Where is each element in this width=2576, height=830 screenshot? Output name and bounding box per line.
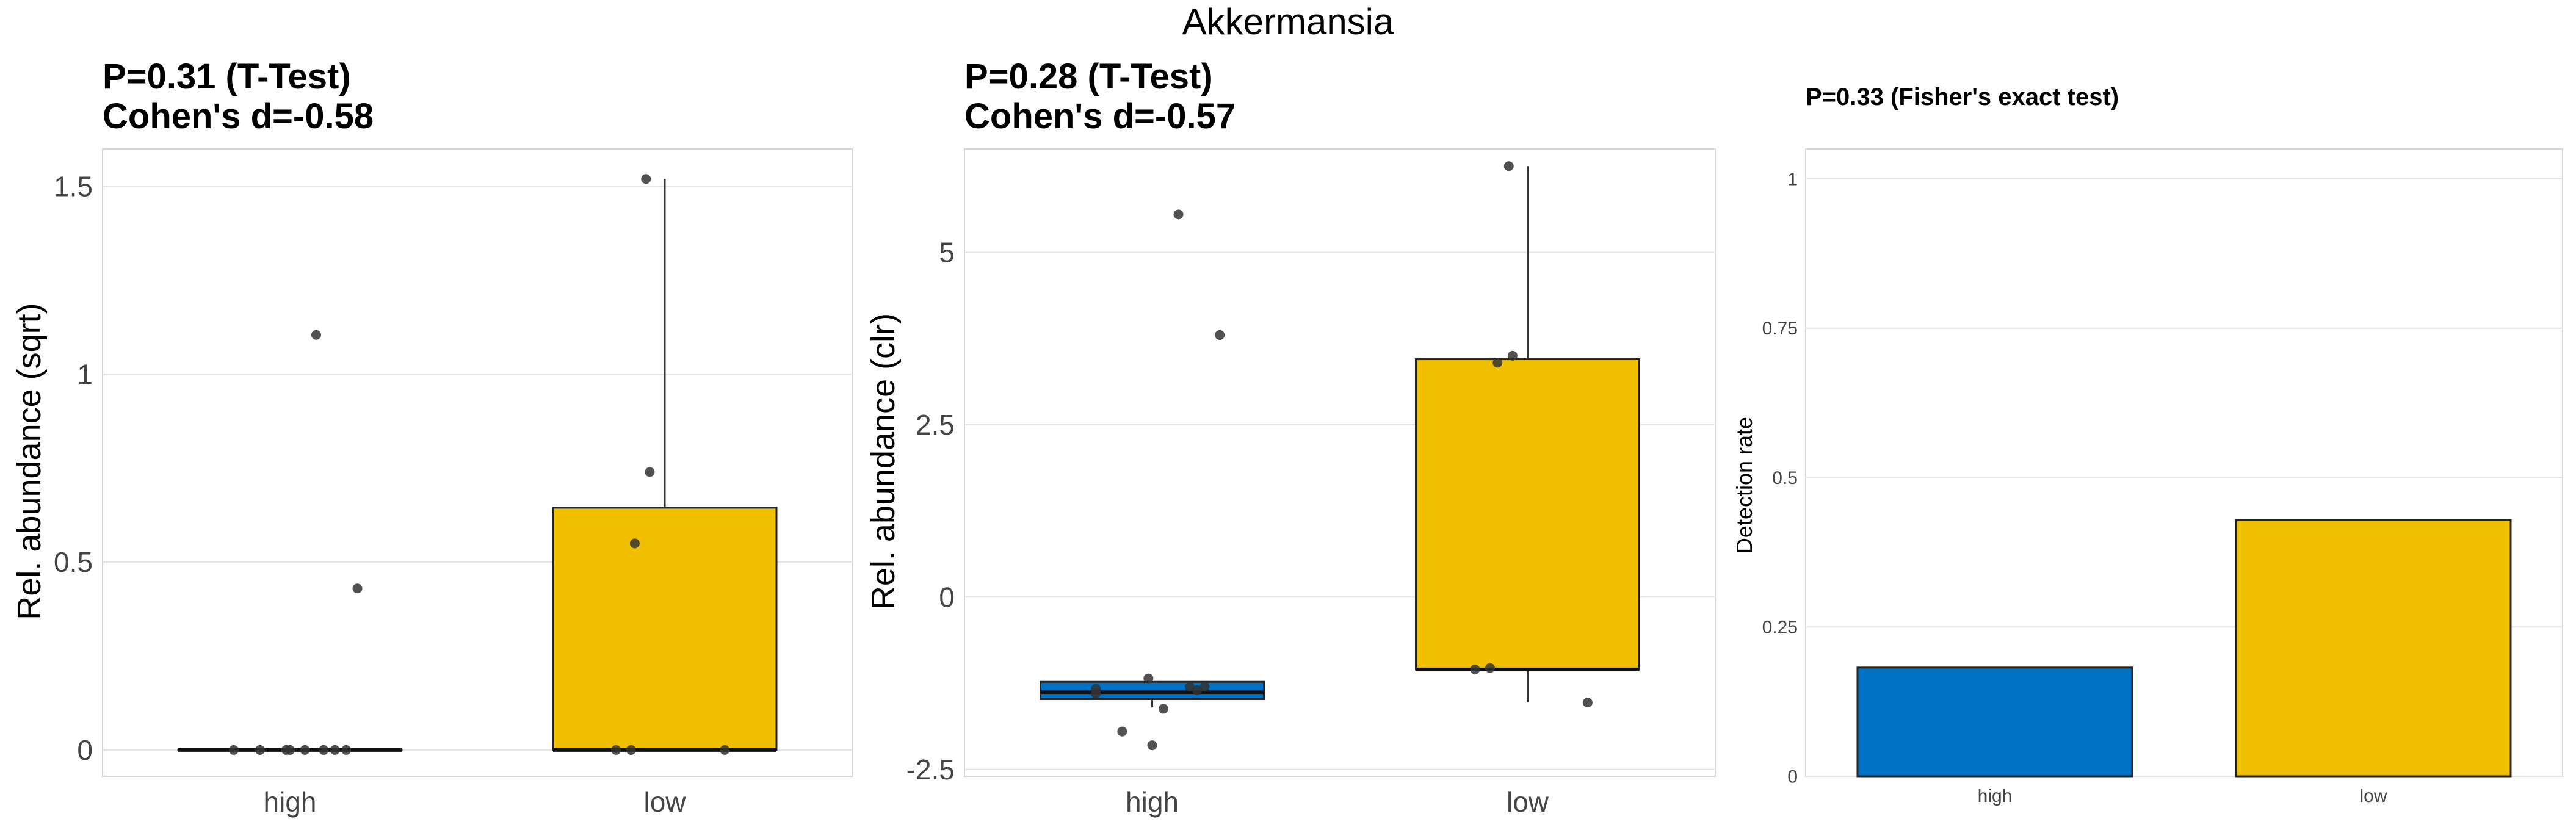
panel-1-point-high <box>319 745 329 755</box>
panel-3-y-axis-label: Detection rate <box>1732 417 1757 554</box>
panel-1-point-high <box>311 330 321 340</box>
panel-1-point-low <box>629 538 640 549</box>
panel-3-y-tick-label: 0.5 <box>1772 468 1798 488</box>
panel-2-point-high <box>1215 330 1225 341</box>
panel-2-y-axis-label: Rel. abundance (clr) <box>865 313 902 610</box>
panel-1-sqrt-boxplot: P=0.31 (T-Test) Cohen's d=-0.58 Rel. abu… <box>11 57 853 818</box>
panel-3-bar-high <box>1856 666 2133 778</box>
panel-2-point-low <box>1507 350 1518 361</box>
panel-2-point-low <box>1485 663 1495 673</box>
panel-1-y-tick-label: 0.5 <box>54 546 93 578</box>
panel-2-title-line-1: P=0.28 (T-Test) <box>964 57 1213 96</box>
panel-1-x-tick-label-low: low <box>643 786 686 818</box>
panel-2-point-low <box>1582 698 1593 708</box>
panel-1-point-low <box>611 745 621 755</box>
panel-3-x-tick-label-low: low <box>2359 786 2387 806</box>
panel-2-y-tick-label: -2.5 <box>906 754 955 785</box>
panel-2-plot-area: -2.5 0 2.5 5 high low <box>906 148 1716 818</box>
figure-title: Akkermansia <box>1182 1 1394 42</box>
panel-2-x-tick-label-low: low <box>1507 786 1549 818</box>
panel-3-y-tick-label: 0.75 <box>1762 319 1798 339</box>
panel-3-detection-bar-chart: P=0.33 (Fisher's exact test) Detection r… <box>1732 84 2563 806</box>
panel-1-title-line-2: Cohen's d=-0.58 <box>103 96 374 136</box>
panel-1-y-tick-label: 1.5 <box>54 171 93 203</box>
panel-2-x-tick-label-high: high <box>1126 786 1179 818</box>
panel-3-title: P=0.33 (Fisher's exact test) <box>1806 84 2119 110</box>
panel-2-y-tick-label: 2.5 <box>916 409 955 441</box>
panel-2-y-tick-label: 5 <box>939 237 955 269</box>
panel-2-title-line-2: Cohen's d=-0.57 <box>964 96 1236 136</box>
panel-2-point-high <box>1199 682 1210 692</box>
panel-2-point-high <box>1147 740 1157 751</box>
panel-2-box-low <box>1415 358 1640 671</box>
panel-1-point-low <box>645 467 655 477</box>
panel-3-y-tick-label: 0 <box>1787 767 1798 787</box>
panel-3-bar-low <box>2235 519 2512 778</box>
panel-1-x-tick-label-high: high <box>264 786 317 818</box>
panel-1-point-low <box>720 745 730 755</box>
panel-2-point-high <box>1117 726 1127 737</box>
panel-1-y-tick-label: 1 <box>77 358 93 390</box>
panel-1-point-high <box>255 745 265 755</box>
panel-2-point-low <box>1503 161 1514 171</box>
panel-2-point-high <box>1158 704 1168 714</box>
panel-1-point-high <box>285 745 295 755</box>
panel-3-y-tick-label: 1 <box>1787 169 1798 189</box>
panel-1-title-line-1: P=0.31 (T-Test) <box>103 57 351 96</box>
panel-1-y-axis-label: Rel. abundance (sqrt) <box>11 303 48 619</box>
panel-2-point-high <box>1192 685 1203 695</box>
panel-2-point-high <box>1091 688 1101 699</box>
panel-2-point-high <box>1185 682 1195 692</box>
panel-2-point-low <box>1470 664 1480 674</box>
panel-3-x-tick-label-high: high <box>1978 786 2013 806</box>
panel-1-point-high <box>228 745 239 755</box>
panel-1-point-high <box>352 583 363 594</box>
panel-1-point-high <box>330 745 340 755</box>
panel-2-point-high <box>1143 673 1154 684</box>
panel-1-point-low <box>626 745 636 755</box>
panel-1-point-low <box>641 174 651 184</box>
panel-1-plot-area: 0 0.5 1 1.5 high low <box>54 148 853 818</box>
panel-2-clr-boxplot: P=0.28 (T-Test) Cohen's d=-0.57 Rel. abu… <box>865 57 1716 818</box>
panel-3-y-tick-label: 0.25 <box>1762 618 1798 638</box>
panel-1-point-high <box>300 745 310 755</box>
panel-2-y-tick-label: 0 <box>939 581 955 613</box>
panel-1-box-low <box>552 507 778 751</box>
panel-1-y-tick-label: 0 <box>77 734 93 766</box>
panel-2-point-high <box>1173 209 1184 220</box>
panel-1-point-high <box>341 745 352 755</box>
panel-3-plot-area: 0 0.25 0.5 0.75 1 high low <box>1762 148 2563 806</box>
panel-2-point-low <box>1492 358 1503 368</box>
